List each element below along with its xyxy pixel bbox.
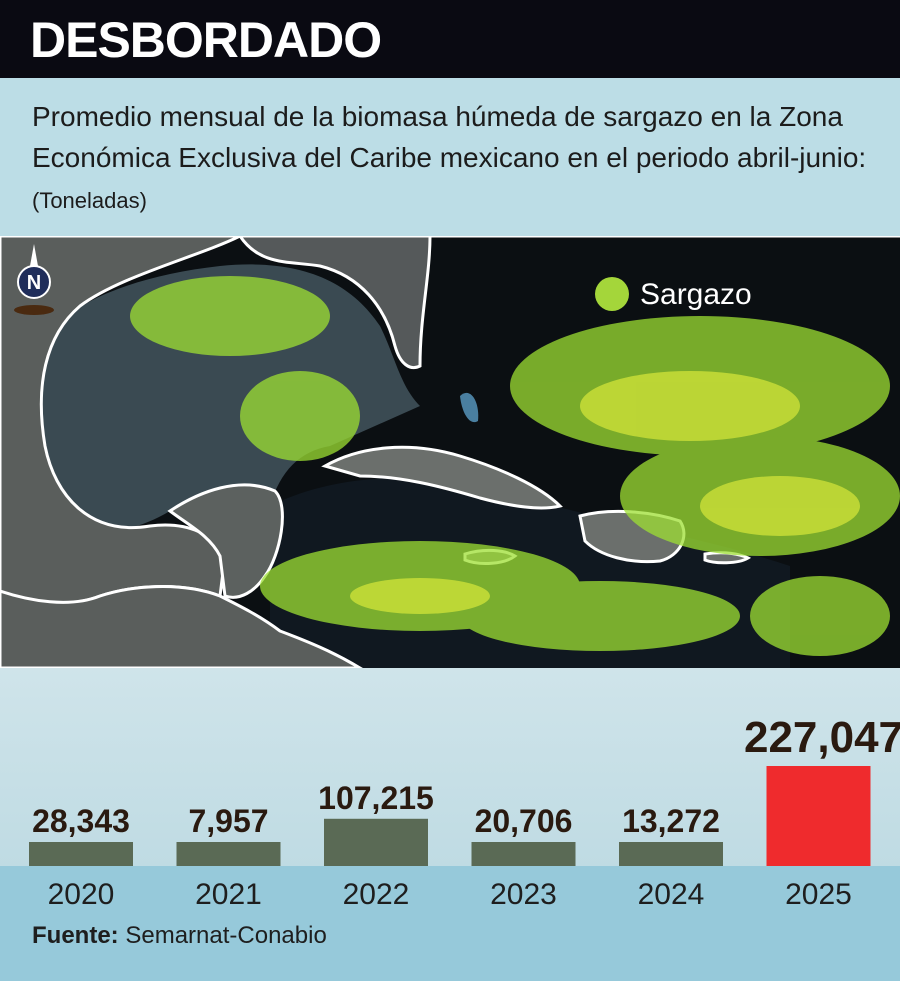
sargassum-hotspots (350, 371, 860, 614)
value-label-2025: 227,047 (744, 713, 900, 762)
land-central-america (0, 585, 363, 668)
axis-band (0, 866, 900, 981)
bar-2020 (29, 842, 133, 866)
north-arrow-icon (30, 244, 38, 266)
bar-2023 (471, 842, 576, 866)
subtitle-band (0, 78, 900, 236)
sargassum-patches (130, 276, 900, 656)
gulf-of-mexico (35, 264, 420, 531)
compass-shadow (14, 305, 54, 315)
bar-2021 (176, 842, 281, 866)
source-label: Fuente: (32, 922, 119, 949)
bar-2025 (766, 766, 871, 866)
compass-rose: N (14, 244, 54, 315)
source-text: Semarnat-Conabio (125, 922, 327, 949)
units-label: (Toneladas) (32, 188, 147, 213)
value-label-2023: 20,706 (475, 803, 573, 839)
value-label-2021: 7,957 (188, 803, 268, 839)
category-label-2023: 2023 (490, 878, 557, 911)
map-svg: N Sargazo (0, 236, 900, 668)
land-cuba (321, 445, 563, 510)
subtitle-text: Promedio mensual de la biomasa húmeda de… (32, 101, 867, 173)
value-label-2020: 28,343 (32, 803, 130, 839)
compass-label: N (27, 272, 41, 294)
category-label-2024: 2024 (638, 878, 705, 911)
source-line: Fuente: Semarnat-Conabio (32, 922, 327, 950)
compass-circle (17, 265, 51, 299)
land-yucatan (167, 483, 284, 599)
value-label-2022: 107,215 (318, 780, 434, 816)
chart-background (0, 668, 900, 868)
value-label-2024: 13,272 (622, 803, 720, 839)
category-label-2020: 2020 (48, 878, 115, 911)
page-title: DESBORDADO (30, 12, 382, 68)
header-bar: DESBORDADO (0, 0, 900, 78)
bar-2022 (324, 818, 428, 866)
sargassum-map: N Sargazo (0, 236, 900, 668)
category-label-2022: 2022 (343, 878, 410, 911)
sargazo-legend-swatch (595, 277, 629, 311)
sargazo-legend-label: Sargazo (640, 278, 752, 311)
bar-chart: 28,343 2020 7,957 2021 107,215 2022 20,706 2023… (29, 713, 900, 911)
bar-2024 (619, 842, 723, 866)
bahamas-shallows (460, 392, 479, 423)
category-label-2021: 2021 (195, 878, 262, 911)
category-label-2025: 2025 (785, 878, 852, 911)
map-legend: Sargazo (595, 277, 752, 311)
chart-subtitle: Promedio mensual de la biomasa húmeda de… (32, 96, 882, 221)
land-usa (238, 236, 900, 370)
